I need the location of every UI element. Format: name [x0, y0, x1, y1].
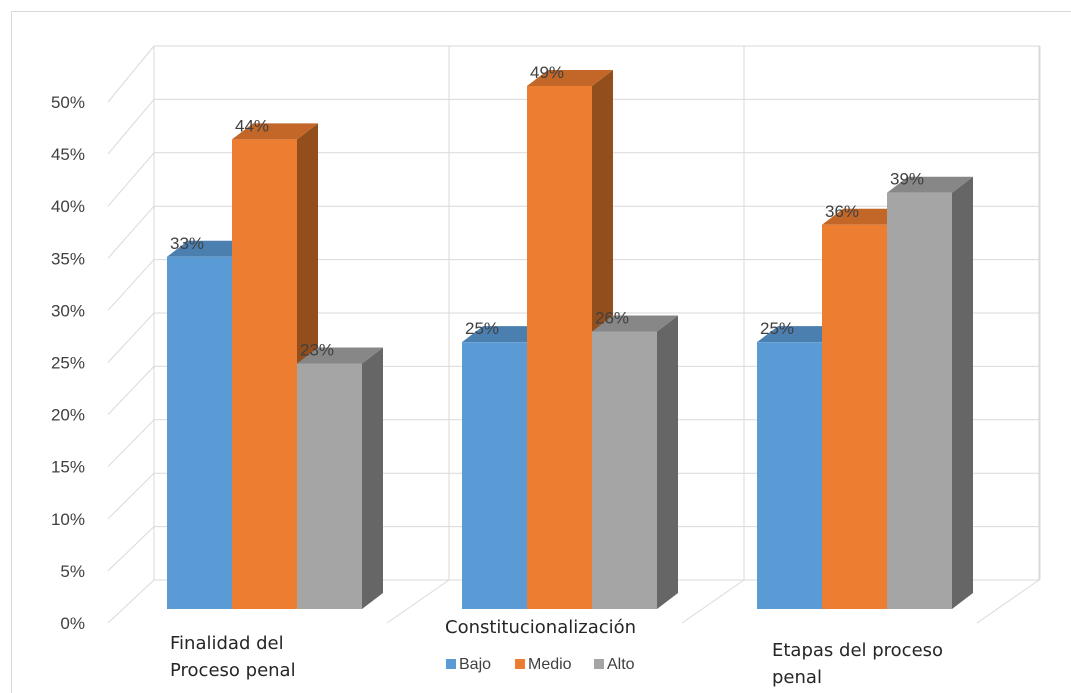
gridline-side — [107, 99, 155, 155]
bar-side — [657, 315, 678, 609]
legend-item-bajo: Bajo — [446, 656, 491, 673]
bar-front — [822, 224, 887, 609]
y-tick-label: 10% — [51, 510, 85, 529]
y-tick-label: 0% — [60, 614, 85, 633]
legend-label: Medio — [528, 656, 572, 673]
data-label: 49% — [530, 63, 564, 82]
data-label: 33% — [170, 234, 204, 253]
bar-top — [167, 240, 253, 257]
gridline-side — [107, 259, 155, 311]
gridline-side — [107, 152, 155, 207]
chart-area — [11, 11, 1071, 693]
bar-front — [592, 331, 657, 609]
bar-side — [362, 347, 383, 609]
y-axis-ticks: 0% 5% 10% 15% 20% 25% 30% 35% 40% 45% 50% — [51, 93, 85, 633]
data-label: 44% — [235, 116, 269, 135]
bar-front — [757, 342, 822, 609]
floor-divider — [976, 579, 1040, 624]
legend-swatch — [446, 659, 456, 669]
bar-front — [232, 139, 297, 609]
data-labels: 33% 44% 23% 25% 49% 26% 25% 36% 39% — [170, 63, 924, 360]
legend: Bajo Medio Alto — [446, 656, 635, 673]
bar-side — [952, 176, 973, 610]
bar-top — [527, 70, 613, 86]
bar-alto-2 — [592, 315, 678, 609]
y-tick-label: 40% — [51, 197, 85, 216]
gridline-side — [107, 312, 155, 363]
bar-front — [167, 256, 232, 609]
y-tick-label: 30% — [51, 301, 85, 320]
floor-divider — [386, 579, 450, 624]
y-tick-label: 20% — [51, 406, 85, 425]
y-tick-label: 45% — [51, 145, 85, 164]
gridline-side — [107, 579, 155, 624]
y-tick-label: 35% — [51, 249, 85, 268]
bar-front — [887, 192, 952, 610]
legend-swatch — [594, 659, 604, 669]
gridline-side — [107, 366, 155, 415]
bar-top — [757, 326, 843, 343]
category-label: Proceso penal — [170, 660, 296, 681]
gridline-side — [107, 205, 155, 259]
data-label: 25% — [760, 319, 794, 338]
legend-label: Alto — [607, 656, 635, 673]
gridline-side — [107, 526, 155, 572]
bar-medio-2 — [527, 70, 613, 609]
y-tick-label: 5% — [60, 562, 85, 581]
bar-top — [592, 315, 678, 332]
gridline-side — [107, 472, 155, 520]
bar-top — [232, 123, 318, 140]
gridline-side — [107, 419, 155, 468]
floor-divider — [681, 579, 745, 624]
category-label: Etapas del proceso — [772, 640, 943, 661]
data-label: 39% — [890, 170, 924, 189]
bars — [167, 70, 973, 610]
category-label: penal — [772, 667, 822, 688]
bar-front — [462, 342, 527, 609]
y-tick-label: 25% — [51, 354, 85, 373]
category-label: Constitucionalización — [445, 617, 636, 638]
y-tick-label: 50% — [51, 93, 85, 112]
legend-item-medio: Medio — [515, 656, 572, 673]
legend-swatch — [515, 659, 525, 669]
data-label: 36% — [825, 202, 859, 221]
bar-alto-3 — [887, 176, 973, 610]
bar-alto-1 — [297, 347, 383, 609]
data-label: 23% — [300, 341, 334, 360]
bar-top — [297, 347, 383, 364]
bar-front — [297, 363, 362, 609]
category-labels: Finalidad del Proceso penal Constitucional… — [170, 617, 943, 688]
legend-label: Bajo — [459, 656, 491, 673]
gridline-side — [107, 45, 155, 103]
bar-top — [887, 176, 973, 193]
data-label: 26% — [595, 308, 629, 327]
data-label: 25% — [465, 319, 499, 338]
bar-top — [462, 326, 548, 343]
bar-top — [822, 208, 908, 225]
bar-front — [527, 86, 592, 609]
category-label: Finalidad del — [170, 633, 284, 654]
y-tick-label: 15% — [51, 458, 85, 477]
legend-item-alto: Alto — [594, 656, 635, 673]
